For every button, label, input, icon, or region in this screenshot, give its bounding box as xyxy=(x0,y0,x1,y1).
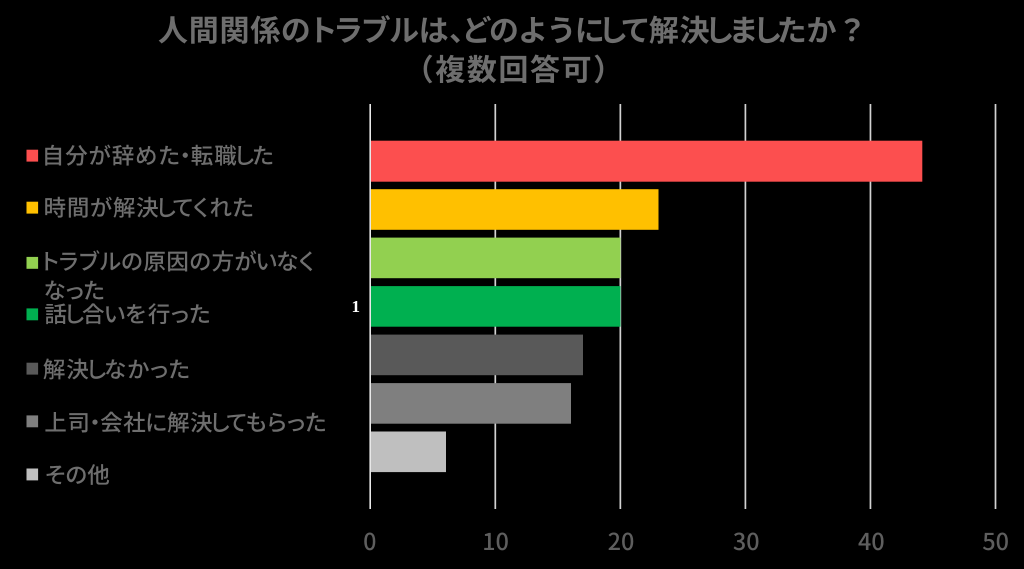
svg-text:1: 1 xyxy=(352,297,361,316)
